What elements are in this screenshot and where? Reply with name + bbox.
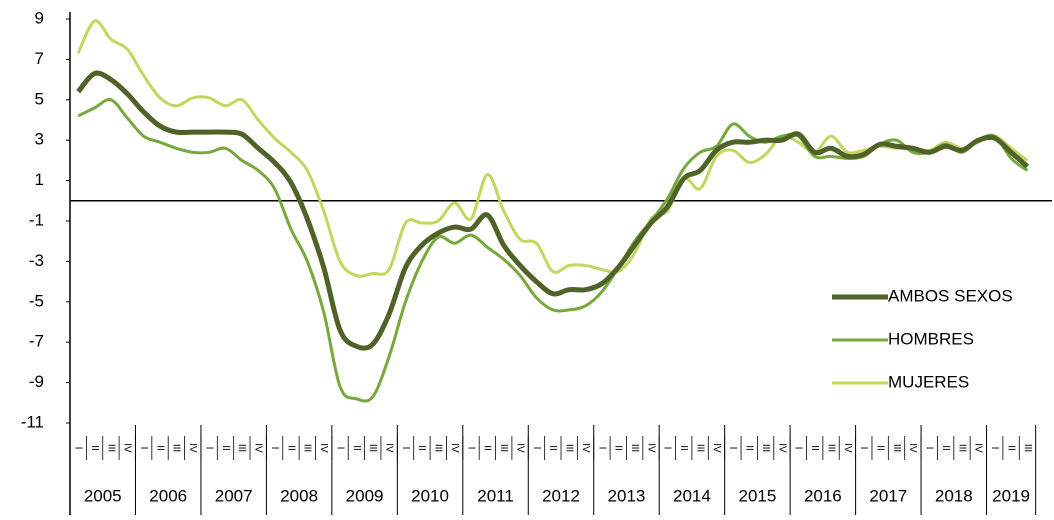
x-tick-label: II: [482, 445, 493, 451]
series-line: [76, 70, 1030, 351]
year-label: 2009: [346, 486, 384, 505]
y-tick-label: 1: [35, 170, 44, 189]
x-tick-label: II: [89, 445, 100, 451]
x-tick-label: I: [858, 447, 869, 450]
x-tick-label: II: [351, 445, 362, 451]
x-tick-label: IV: [907, 443, 918, 453]
x-tick-label: I: [596, 447, 607, 450]
y-tick-label: 5: [35, 89, 44, 108]
x-tick-label: II: [154, 445, 165, 451]
year-label: 2015: [738, 486, 776, 505]
x-tick-label: IV: [776, 443, 787, 453]
x-tick-label: I: [334, 447, 345, 450]
x-tick-label: II: [875, 445, 886, 451]
x-tick-label: IV: [253, 443, 264, 453]
x-tick-label: III: [498, 444, 509, 452]
x-tick-label: I: [793, 447, 804, 450]
x-tick-label: I: [727, 447, 738, 450]
x-tick-label: IV: [973, 443, 984, 453]
x-tick-label: III: [694, 444, 705, 452]
x-tick-label: IV: [580, 443, 591, 453]
x-tick-label: I: [531, 447, 542, 450]
legend-label: AMBOS SEXOS: [888, 286, 1013, 305]
x-tick-label: III: [564, 444, 575, 452]
x-tick-label: I: [400, 447, 411, 450]
x-tick-label: IV: [842, 443, 853, 453]
year-label: 2007: [215, 486, 253, 505]
legend-label: MUJERES: [888, 372, 969, 391]
year-label: 2016: [804, 486, 842, 505]
x-tick-label: II: [678, 445, 689, 451]
x-tick-label: IV: [122, 443, 133, 453]
x-tick-label: II: [940, 445, 951, 451]
x-tick-label: IV: [449, 443, 460, 453]
x-tick-label: III: [105, 444, 116, 452]
x-tick-label: IV: [187, 443, 198, 453]
year-label: 2011: [477, 486, 514, 505]
x-tick-label: II: [1005, 445, 1016, 451]
y-tick-label: 7: [35, 49, 44, 68]
year-label: 2005: [84, 486, 122, 505]
y-tick-label: -3: [29, 251, 44, 270]
x-tick-label: I: [138, 447, 149, 450]
y-tick-label: -1: [29, 210, 44, 229]
x-tick-label: III: [236, 444, 247, 452]
x-tick-label: III: [433, 444, 444, 452]
x-tick-label: III: [1022, 444, 1033, 452]
x-tick-label: II: [809, 445, 820, 451]
x-tick-label: IV: [318, 443, 329, 453]
year-label: 2017: [869, 486, 907, 505]
legend-label: HOMBRES: [888, 329, 974, 348]
year-label: 2013: [608, 486, 646, 505]
year-label: 2006: [149, 486, 187, 505]
year-label: 2010: [411, 486, 449, 505]
y-tick-label: 9: [35, 8, 44, 27]
x-tick-label: III: [825, 444, 836, 452]
x-tick-label: III: [956, 444, 967, 452]
y-tick-label: -11: [21, 412, 44, 431]
y-tick-label: 3: [35, 130, 44, 149]
x-tick-label: IV: [645, 443, 656, 453]
x-tick-label: I: [73, 447, 84, 450]
x-tick-label: III: [367, 444, 378, 452]
x-tick-label: I: [924, 447, 935, 450]
x-tick-label: III: [171, 444, 182, 452]
x-tick-label: IV: [384, 443, 395, 453]
year-label: 2014: [673, 486, 711, 505]
y-tick-label: -7: [29, 332, 44, 351]
year-label: 2008: [280, 486, 318, 505]
x-tick-label: I: [203, 447, 214, 450]
x-tick-label: I: [465, 447, 476, 450]
x-tick-label: IV: [711, 443, 722, 453]
x-tick-label: II: [547, 445, 558, 451]
x-tick-label: IV: [514, 443, 525, 453]
year-label: 2012: [542, 486, 580, 505]
x-tick-label: III: [760, 444, 771, 452]
year-label: 2018: [935, 486, 973, 505]
x-tick-label: II: [744, 445, 755, 451]
y-tick-label: -9: [29, 372, 44, 391]
y-tick-label: -5: [29, 291, 44, 310]
x-tick-label: I: [662, 447, 673, 450]
x-tick-label: III: [302, 444, 313, 452]
x-tick-label: II: [285, 445, 296, 451]
x-tick-label: II: [220, 445, 231, 451]
x-tick-label: III: [629, 444, 640, 452]
x-tick-label: I: [989, 447, 1000, 450]
x-tick-label: II: [416, 445, 427, 451]
x-tick-label: I: [269, 447, 280, 450]
year-label: 2019: [992, 486, 1030, 505]
x-tick-label: II: [613, 445, 624, 451]
x-tick-label: III: [891, 444, 902, 452]
